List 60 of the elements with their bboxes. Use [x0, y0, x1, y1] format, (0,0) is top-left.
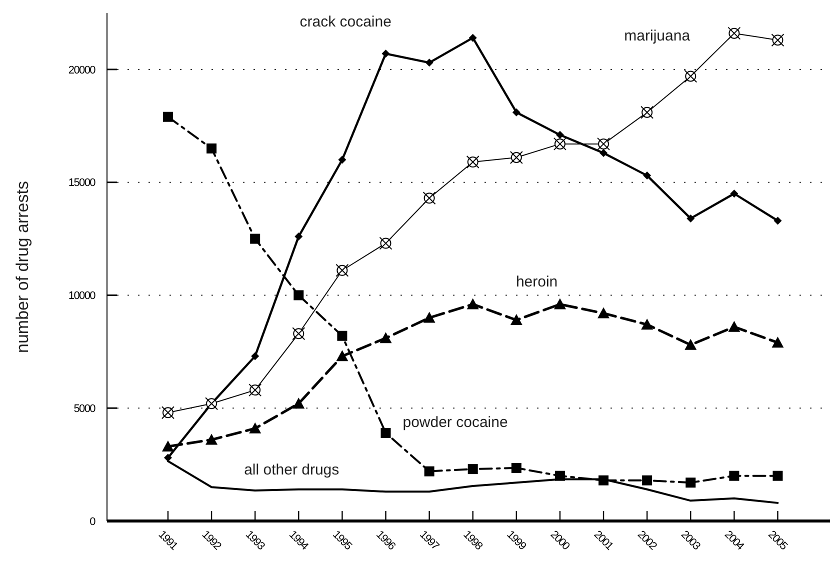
point	[772, 470, 783, 481]
y-tick-label: 5000	[74, 402, 96, 415]
point	[728, 320, 740, 332]
point	[164, 454, 172, 462]
point	[466, 298, 479, 310]
series-label: all other drugs	[244, 462, 340, 479]
series-label: heroin	[516, 273, 558, 290]
x-tick-label: 1998	[460, 528, 485, 553]
point	[162, 112, 173, 122]
point	[512, 108, 520, 116]
point	[511, 462, 522, 473]
point	[772, 336, 784, 348]
point	[423, 312, 436, 323]
point	[250, 234, 260, 244]
point	[686, 478, 696, 488]
point	[424, 466, 434, 476]
point	[294, 290, 304, 300]
point	[249, 422, 262, 434]
point	[641, 318, 654, 330]
point	[382, 50, 390, 58]
point	[294, 232, 303, 241]
point	[162, 440, 174, 452]
point	[206, 434, 218, 445]
point	[206, 143, 217, 154]
point	[338, 156, 346, 164]
x-tick-label: 1999	[504, 528, 528, 553]
point	[729, 470, 740, 481]
x-tick-label: 1997	[417, 528, 442, 553]
x-tick-label: 1996	[374, 528, 398, 553]
point	[684, 338, 697, 350]
point	[337, 330, 348, 341]
point	[730, 190, 738, 198]
point	[380, 428, 391, 438]
y-tick-label: 0	[90, 516, 96, 528]
point	[425, 58, 434, 67]
point	[336, 350, 348, 362]
y-tick-label: 15000	[68, 177, 96, 190]
point	[468, 34, 477, 42]
x-tick-label: 1995	[330, 528, 354, 553]
point	[292, 398, 305, 409]
series-label: crack cocaine	[300, 14, 392, 31]
point	[774, 216, 782, 225]
point	[600, 148, 608, 157]
point	[556, 130, 564, 139]
point	[642, 475, 652, 486]
point	[380, 332, 392, 344]
point	[554, 298, 566, 310]
x-tick-label: 1993	[242, 528, 267, 553]
point	[598, 307, 610, 318]
y-axis-title: number of drug arrests	[13, 181, 32, 353]
point	[686, 214, 695, 222]
point	[510, 314, 522, 326]
x-tick-label: 1994	[286, 528, 311, 553]
point	[468, 464, 478, 474]
point	[643, 172, 652, 180]
series-label: powder cocaine	[402, 414, 508, 431]
point	[251, 352, 260, 360]
y-tick-label: 10000	[68, 290, 96, 302]
y-tick-label: 20000	[68, 64, 96, 76]
series-label: marijuana	[624, 27, 691, 44]
